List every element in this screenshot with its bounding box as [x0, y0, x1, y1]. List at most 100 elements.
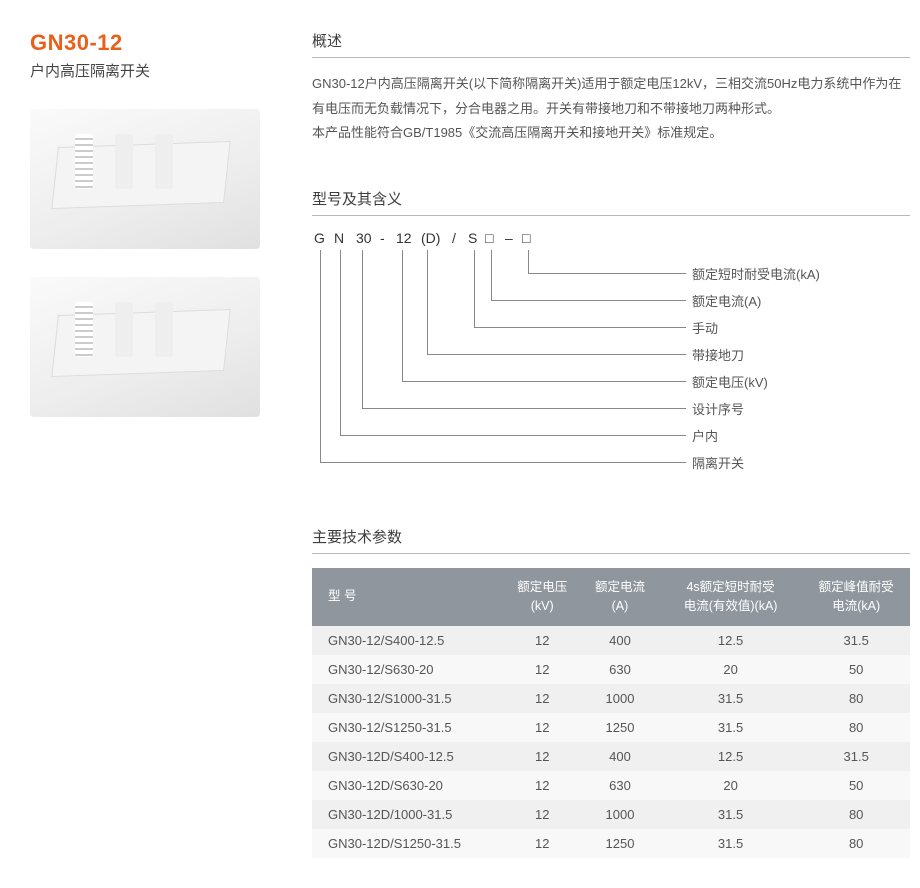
table-row: GN30-12/S630-20126302050	[312, 655, 910, 684]
diagram-hline	[427, 354, 686, 355]
table-cell: GN30-12D/S1250-31.5	[312, 829, 503, 858]
table-row: GN30-12D/1000-31.512100031.580	[312, 800, 910, 829]
table-cell: 31.5	[659, 713, 803, 742]
diagram-vline	[491, 254, 492, 300]
diagram-label-3: 带接地刀	[692, 345, 744, 364]
overview-line-1: GN30-12户内高压隔离开关(以下简称隔离开关)适用于额定电压12kV，三相交…	[312, 72, 910, 121]
table-cell: 31.5	[802, 742, 910, 771]
table-cell: GN30-12/S1000-31.5	[312, 684, 503, 713]
params-title: 主要技术参数	[312, 526, 910, 554]
table-row: GN30-12D/S630-20126302050	[312, 771, 910, 800]
model-token-10: □	[522, 230, 530, 246]
diagram-hline	[402, 381, 686, 382]
diagram-vline	[402, 254, 403, 381]
table-cell: 1250	[581, 829, 659, 858]
product-images	[30, 109, 280, 417]
diagram-label-2: 手动	[692, 318, 718, 337]
table-col-3: 4s额定短时耐受电流(有效值)(kA)	[659, 568, 803, 626]
table-row: GN30-12/S400-12.51240012.531.5	[312, 626, 910, 655]
model-token-2: 30	[356, 230, 372, 246]
table-cell: 630	[581, 771, 659, 800]
diagram-tick	[528, 250, 529, 258]
table-cell: 1000	[581, 800, 659, 829]
model-token-5: (D)	[421, 230, 440, 246]
product-image-1	[30, 109, 260, 249]
diagram-label-4: 额定电压(kV)	[692, 372, 768, 391]
diagram-tick	[340, 250, 341, 258]
table-cell: 31.5	[659, 684, 803, 713]
table-cell: GN30-12D/S630-20	[312, 771, 503, 800]
table-cell: GN30-12/S1250-31.5	[312, 713, 503, 742]
diagram-hline	[528, 273, 686, 274]
table-col-4: 额定峰值耐受电流(kA)	[802, 568, 910, 626]
table-cell: 12	[503, 742, 581, 771]
table-cell: 20	[659, 771, 803, 800]
model-token-1: N	[334, 230, 344, 246]
product-name: 户内高压隔离开关	[30, 60, 280, 81]
diagram-hline	[320, 462, 686, 463]
diagram-tick	[320, 250, 321, 258]
model-token-7: S	[468, 230, 477, 246]
diagram-tick	[427, 250, 428, 258]
diagram-hline	[491, 300, 686, 301]
table-row: GN30-12D/S1250-31.512125031.580	[312, 829, 910, 858]
table-cell: 12	[503, 771, 581, 800]
table-cell: 12	[503, 829, 581, 858]
product-image-2	[30, 277, 260, 417]
table-cell: 12	[503, 626, 581, 655]
diagram-tick	[474, 250, 475, 258]
table-cell: GN30-12D/1000-31.5	[312, 800, 503, 829]
table-cell: 12	[503, 800, 581, 829]
diagram-vline	[474, 254, 475, 327]
diagram-vline	[427, 254, 428, 354]
model-title: 型号及其含义	[312, 188, 910, 216]
diagram-label-7: 隔离开关	[692, 453, 744, 472]
model-section: 型号及其含义 GN30-12(D)/S□–□额定短时耐受电流(kA)额定电流(A…	[312, 188, 910, 490]
table-cell: 31.5	[802, 626, 910, 655]
table-col-2: 额定电流(A)	[581, 568, 659, 626]
table-cell: 31.5	[659, 800, 803, 829]
table-cell: 400	[581, 742, 659, 771]
diagram-hline	[474, 327, 686, 328]
table-cell: 12	[503, 655, 581, 684]
table-cell: 630	[581, 655, 659, 684]
table-cell: 50	[802, 655, 910, 684]
table-cell: 80	[802, 800, 910, 829]
table-cell: 12.5	[659, 742, 803, 771]
params-section: 主要技术参数 型 号额定电压(kV)额定电流(A)4s额定短时耐受电流(有效值)…	[312, 526, 910, 858]
table-cell: GN30-12/S400-12.5	[312, 626, 503, 655]
model-token-3: -	[380, 230, 385, 246]
table-cell: 20	[659, 655, 803, 684]
overview-title: 概述	[312, 30, 910, 58]
table-cell: 1000	[581, 684, 659, 713]
table-cell: 400	[581, 626, 659, 655]
table-cell: 12.5	[659, 626, 803, 655]
table-cell: GN30-12/S630-20	[312, 655, 503, 684]
table-cell: GN30-12D/S400-12.5	[312, 742, 503, 771]
table-row: GN30-12D/S400-12.51240012.531.5	[312, 742, 910, 771]
diagram-vline	[340, 254, 341, 435]
table-col-1: 额定电压(kV)	[503, 568, 581, 626]
diagram-label-0: 额定短时耐受电流(kA)	[692, 264, 820, 283]
model-token-0: G	[314, 230, 325, 246]
table-row: GN30-12/S1000-31.512100031.580	[312, 684, 910, 713]
table-cell: 50	[802, 771, 910, 800]
model-token-6: /	[452, 230, 456, 246]
spec-table: 型 号额定电压(kV)额定电流(A)4s额定短时耐受电流(有效值)(kA)额定峰…	[312, 568, 910, 858]
table-col-0: 型 号	[312, 568, 503, 626]
diagram-label-5: 设计序号	[692, 399, 744, 418]
table-cell: 80	[802, 684, 910, 713]
overview-section: 概述 GN30-12户内高压隔离开关(以下简称隔离开关)适用于额定电压12kV，…	[312, 30, 910, 146]
diagram-tick	[491, 250, 492, 258]
product-code: GN30-12	[30, 30, 280, 56]
right-column: 概述 GN30-12户内高压隔离开关(以下简称隔离开关)适用于额定电压12kV，…	[312, 30, 910, 858]
model-token-8: □	[485, 230, 493, 246]
table-header-row: 型 号额定电压(kV)额定电流(A)4s额定短时耐受电流(有效值)(kA)额定峰…	[312, 568, 910, 626]
table-cell: 12	[503, 684, 581, 713]
table-row: GN30-12/S1250-31.512125031.580	[312, 713, 910, 742]
model-token-9: –	[505, 230, 513, 246]
diagram-vline	[320, 254, 321, 462]
diagram-vline	[362, 254, 363, 408]
model-diagram: GN30-12(D)/S□–□额定短时耐受电流(kA)额定电流(A)手动带接地刀…	[312, 230, 910, 490]
diagram-tick	[362, 250, 363, 258]
